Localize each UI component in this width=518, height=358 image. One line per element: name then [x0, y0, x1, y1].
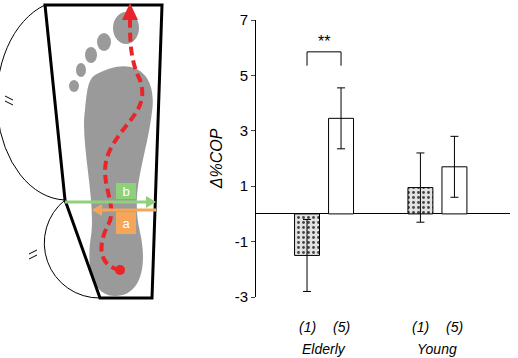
- svg-text:(5): (5): [446, 319, 463, 335]
- svg-text:(1): (1): [299, 319, 316, 335]
- svg-text:-1: -1: [235, 233, 248, 250]
- svg-text:3: 3: [240, 122, 248, 139]
- svg-text:a: a: [122, 216, 130, 231]
- svg-text:7: 7: [240, 11, 248, 28]
- svg-text:(1): (1): [412, 319, 429, 335]
- svg-text:Young: Young: [417, 341, 457, 357]
- svg-text:1: 1: [240, 177, 248, 194]
- svg-text:Δ%COP: Δ%COP: [208, 128, 225, 189]
- svg-text:Elderly: Elderly: [302, 341, 346, 357]
- svg-text:b: b: [122, 184, 129, 199]
- svg-text:-3: -3: [235, 288, 248, 305]
- svg-text:5: 5: [240, 67, 248, 84]
- svg-text:(5): (5): [333, 319, 350, 335]
- svg-text:**: **: [318, 33, 330, 50]
